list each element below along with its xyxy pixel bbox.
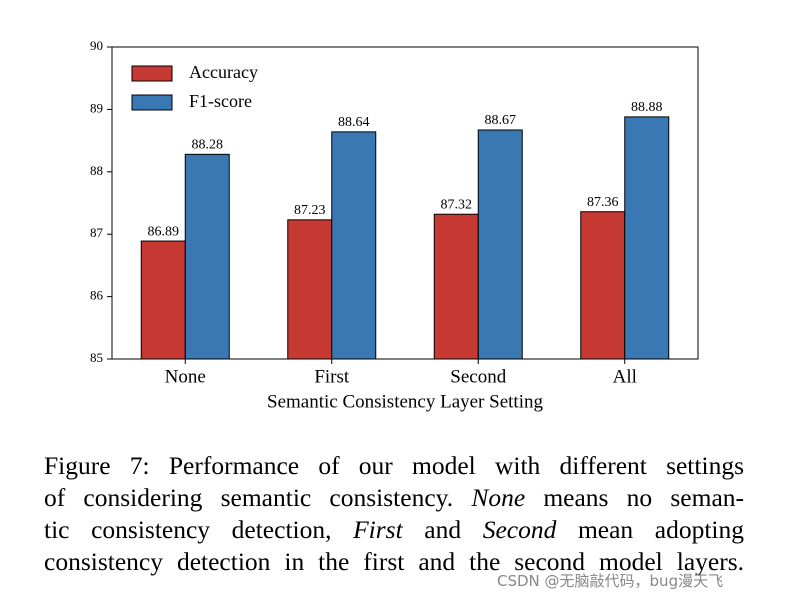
y-tick-label: 86 xyxy=(90,288,104,303)
legend-label: Accuracy xyxy=(189,62,258,82)
bar xyxy=(580,211,626,360)
bar xyxy=(624,116,670,360)
caption: Figure 7: Performance of our model with … xyxy=(44,450,744,578)
caption-text: Second xyxy=(482,515,557,544)
value-label: 88.28 xyxy=(192,138,224,153)
value-label: 87.36 xyxy=(587,195,619,210)
caption-line: consistency detection in the first and t… xyxy=(44,546,744,578)
bar xyxy=(433,213,479,360)
caption-text: consistency detection in the first and t… xyxy=(44,547,744,576)
x-tick-label: All xyxy=(613,366,637,387)
value-label: 87.32 xyxy=(441,197,473,212)
bar xyxy=(140,240,186,360)
watermark: CSDN @无脑敲代码，bug漫天飞 xyxy=(497,572,724,590)
x-tick-label: First xyxy=(314,366,350,387)
plot-frame xyxy=(111,46,699,360)
bar xyxy=(331,131,377,360)
value-label: 88.67 xyxy=(485,113,517,128)
legend-label: F1-score xyxy=(189,91,252,111)
caption-text: mean adopting xyxy=(556,515,744,544)
caption-line: Figure 7: Performance of our model with … xyxy=(44,450,744,482)
caption-text: means no seman- xyxy=(525,483,744,512)
y-tick-label: 87 xyxy=(90,225,104,240)
caption-text: None xyxy=(471,483,526,512)
legend-swatch xyxy=(131,65,173,82)
caption-line: tic consistency detection, First and Sec… xyxy=(44,514,744,546)
value-label: 86.89 xyxy=(148,224,180,239)
y-tick-label: 90 xyxy=(90,38,103,53)
bar xyxy=(477,129,523,360)
caption-line: of considering semantic consistency. Non… xyxy=(44,482,744,514)
caption-text: Figure 7: Performance of our model with … xyxy=(44,451,744,480)
bar xyxy=(287,219,333,360)
y-tick-label: 85 xyxy=(90,350,103,365)
bar xyxy=(184,153,230,360)
value-label: 88.64 xyxy=(338,115,370,130)
caption-text: tic consistency detection, xyxy=(44,515,354,544)
x-tick-label: None xyxy=(165,366,206,387)
value-label: 88.88 xyxy=(631,100,663,115)
x-tick-label: Second xyxy=(450,366,506,387)
x-axis-label: Semantic Consistency Layer Setting xyxy=(267,391,543,412)
y-tick-label: 88 xyxy=(90,163,103,178)
caption-text: of considering semantic consistency. xyxy=(44,483,472,512)
caption-text: First xyxy=(353,515,403,544)
legend-swatch xyxy=(131,94,173,111)
caption-text: and xyxy=(402,515,483,544)
value-label: 87.23 xyxy=(294,203,326,218)
y-tick-label: 89 xyxy=(90,100,103,115)
